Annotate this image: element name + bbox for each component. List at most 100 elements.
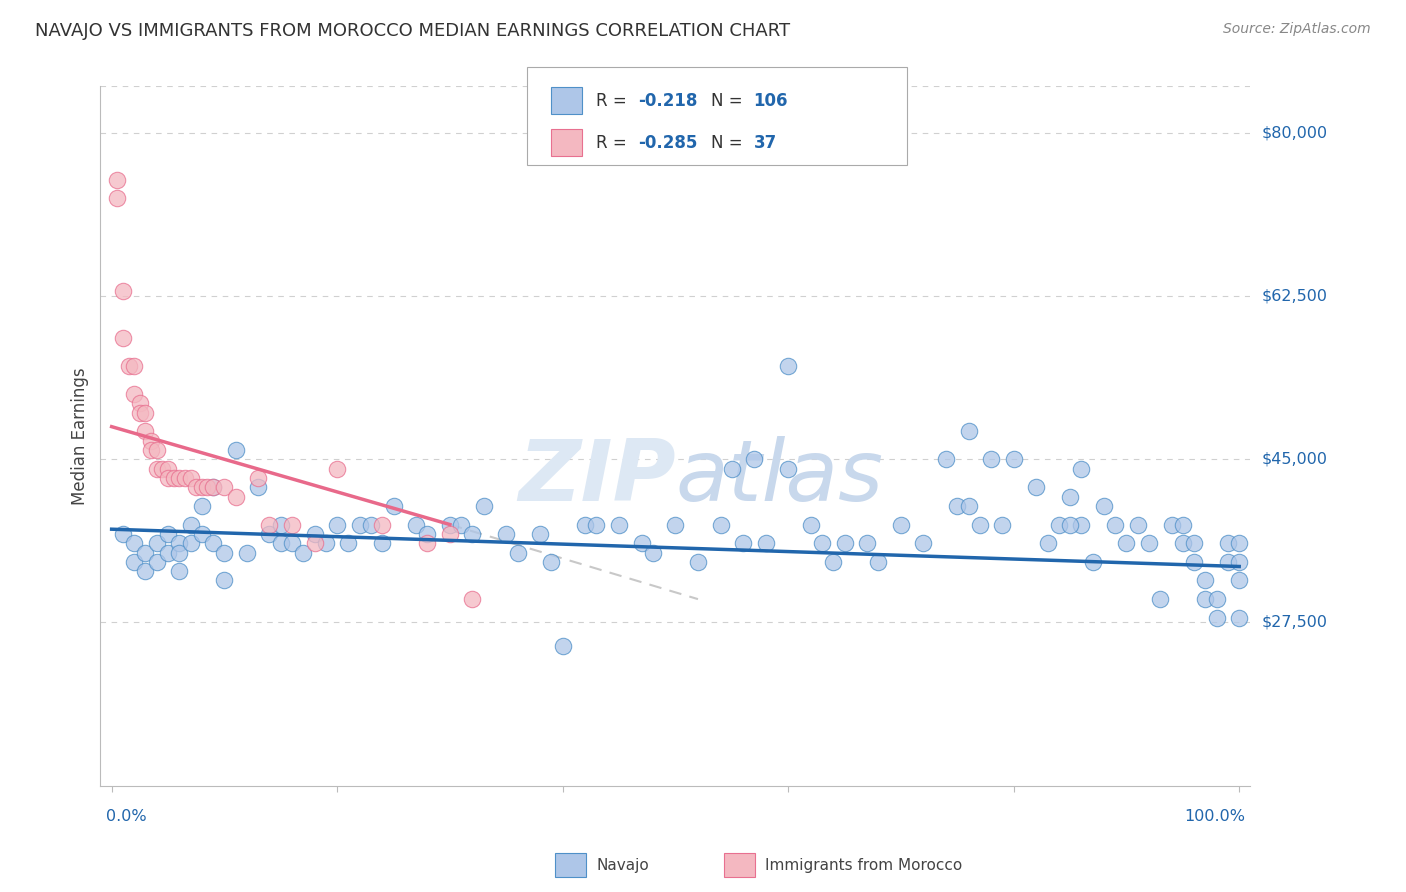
Text: R =: R = [596,92,633,110]
Point [156,527,179,541]
Point [778,359,800,373]
Point [1227,536,1250,550]
Point [145,461,167,475]
Point [1160,517,1182,532]
Point [641,545,664,559]
Point [236,545,259,559]
Point [186,480,208,494]
Point [755,536,778,550]
Point [169,564,191,578]
Point [1025,480,1047,494]
Point [744,452,766,467]
Point [247,480,270,494]
Point [145,555,167,569]
Point [191,480,214,494]
Text: Navajo: Navajo [596,858,650,872]
Point [134,425,156,439]
Point [225,490,247,504]
Point [540,555,562,569]
Point [1059,490,1081,504]
Point [111,527,134,541]
Point [122,555,145,569]
Point [1070,461,1092,475]
Point [134,564,156,578]
Point [128,406,150,420]
Point [326,461,349,475]
Point [405,517,427,532]
Point [1216,555,1239,569]
Point [128,396,150,410]
Point [382,499,405,513]
Text: $45,000: $45,000 [1261,451,1327,467]
Point [111,285,134,299]
Point [139,434,162,448]
Point [214,574,236,588]
Point [156,545,179,559]
Y-axis label: Median Earnings: Median Earnings [72,368,89,505]
Point [326,517,349,532]
Point [1194,574,1216,588]
Point [969,517,991,532]
Point [371,517,394,532]
Point [122,387,145,401]
Point [202,480,225,494]
Point [202,536,225,550]
Point [259,527,281,541]
Point [1070,517,1092,532]
Text: ZIP: ZIP [517,436,675,519]
Point [890,517,912,532]
Text: Source: ZipAtlas.com: Source: ZipAtlas.com [1223,22,1371,37]
Point [529,527,551,541]
Point [957,425,980,439]
Point [1081,555,1104,569]
Point [450,517,472,532]
Point [980,452,1002,467]
Point [957,499,980,513]
Point [868,555,890,569]
Point [439,527,461,541]
Point [169,536,191,550]
Point [709,517,731,532]
Point [720,461,742,475]
Point [416,527,439,541]
Point [1002,452,1025,467]
Point [371,536,394,550]
Point [337,536,360,550]
Point [1216,536,1239,550]
Point [1227,574,1250,588]
Point [506,545,529,559]
Point [122,359,145,373]
Point [1047,517,1070,532]
Point [191,527,214,541]
Point [304,527,326,541]
Point [1115,536,1137,550]
Text: $27,500: $27,500 [1261,615,1327,630]
Point [281,517,304,532]
Point [270,517,292,532]
Point [191,499,214,513]
Point [585,517,607,532]
Text: atlas: atlas [675,436,883,519]
Point [156,471,179,485]
Point [1092,499,1115,513]
Point [607,517,630,532]
Point [991,517,1014,532]
Point [360,517,382,532]
Point [270,536,292,550]
Text: $62,500: $62,500 [1261,289,1327,303]
Point [823,555,845,569]
Point [134,545,156,559]
Text: Immigrants from Morocco: Immigrants from Morocco [765,858,962,872]
Point [1171,517,1194,532]
Point [1059,517,1081,532]
Text: 37: 37 [754,134,778,152]
Point [214,480,236,494]
Point [174,471,197,485]
Point [912,536,935,550]
Point [416,536,439,550]
Point [1182,536,1205,550]
Point [439,517,461,532]
Text: N =: N = [711,134,748,152]
Text: NAVAJO VS IMMIGRANTS FROM MOROCCO MEDIAN EARNINGS CORRELATION CHART: NAVAJO VS IMMIGRANTS FROM MOROCCO MEDIAN… [35,22,790,40]
Point [856,536,879,550]
